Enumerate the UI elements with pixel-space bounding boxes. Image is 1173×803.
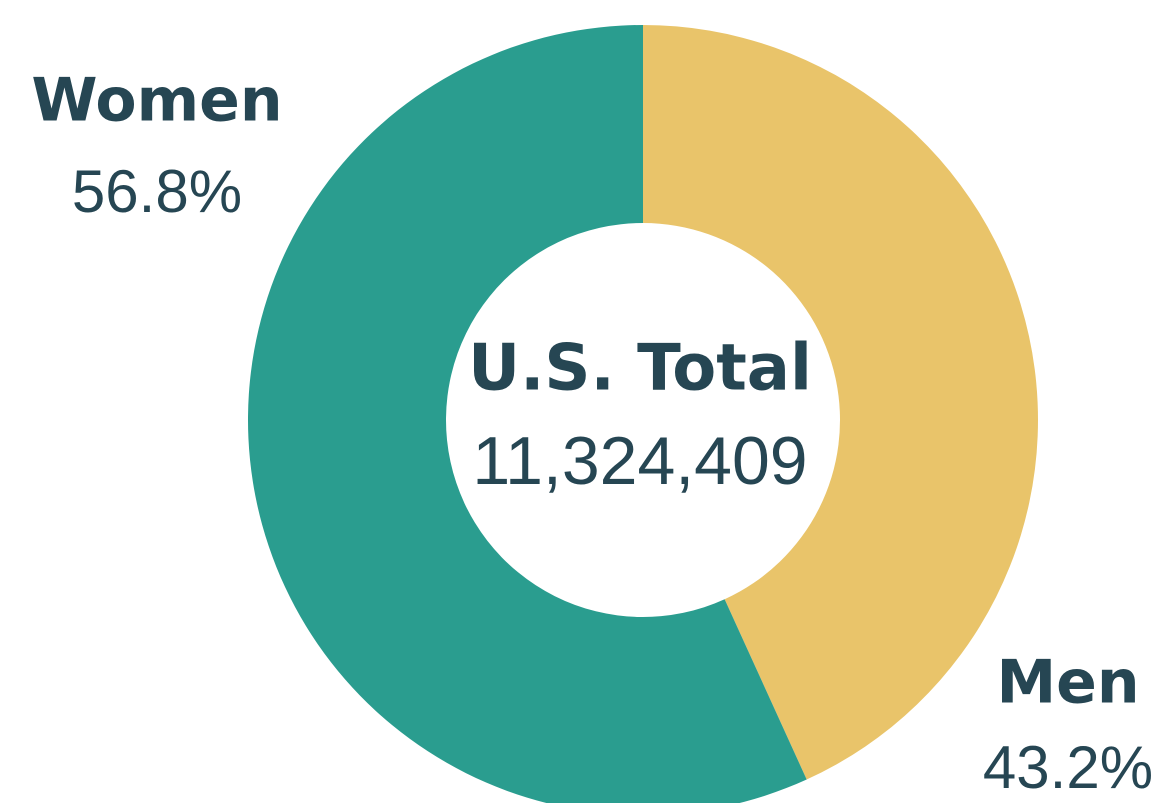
slice-value-label: 43.2% [983,734,1153,801]
slice [248,25,807,803]
center-title: U.S. Total [468,332,812,406]
slice-value-label: 56.8% [72,158,242,225]
slice-name: Women [31,66,282,136]
slices [248,25,1038,803]
center-value: 11,324,409 [472,423,807,499]
slice-name: Men [996,648,1139,718]
slice [643,25,1038,780]
